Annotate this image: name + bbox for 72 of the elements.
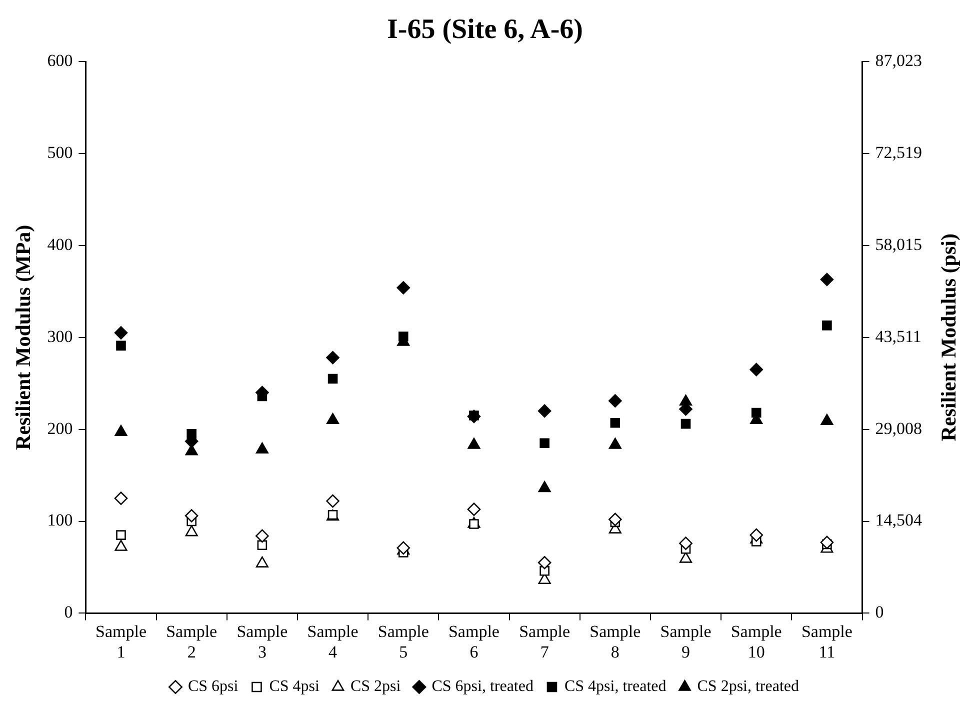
point bbox=[540, 438, 550, 448]
point bbox=[114, 492, 128, 505]
x-tick-label: Sample 4 bbox=[307, 622, 358, 662]
point bbox=[326, 494, 340, 508]
x-tick-label: Sample 9 bbox=[660, 622, 712, 662]
point bbox=[185, 525, 198, 536]
y-tick-label: 500 bbox=[47, 143, 73, 162]
point bbox=[116, 340, 126, 351]
point bbox=[679, 552, 692, 563]
legend-label: CS 6psi, treated bbox=[432, 678, 534, 696]
point bbox=[750, 362, 764, 376]
point bbox=[820, 536, 834, 550]
point bbox=[468, 438, 480, 449]
point bbox=[608, 394, 622, 408]
legend-label: CS 6psi bbox=[188, 678, 239, 696]
point bbox=[116, 530, 126, 540]
y-tick-label: 200 bbox=[47, 418, 73, 438]
y2-tick-label: 0 bbox=[875, 602, 884, 622]
point bbox=[822, 320, 832, 330]
x-tick-label: Sample 8 bbox=[590, 622, 641, 662]
point bbox=[184, 509, 198, 522]
y2-tick-label: 87,023 bbox=[875, 51, 922, 70]
point bbox=[538, 404, 552, 418]
y-axis-title: Resilient Modulus (MPa) bbox=[11, 224, 36, 450]
point bbox=[610, 418, 620, 428]
x-tick-label: Sample 6 bbox=[448, 622, 500, 662]
y-tick-label: 600 bbox=[47, 51, 73, 70]
point bbox=[820, 414, 834, 425]
point bbox=[326, 350, 340, 364]
point bbox=[538, 481, 551, 492]
point bbox=[467, 410, 481, 424]
point bbox=[326, 412, 340, 424]
y2-tick-label: 72,519 bbox=[875, 143, 922, 162]
y-tick-label: 100 bbox=[47, 510, 73, 530]
x-tick-label: Sample 10 bbox=[730, 622, 782, 662]
legend-label: CS 2psi bbox=[350, 678, 402, 696]
legend-label: CS 2psi, treated bbox=[697, 678, 800, 696]
point bbox=[256, 556, 268, 568]
y-tick-label: 0 bbox=[64, 602, 73, 622]
point bbox=[751, 408, 762, 418]
y2-tick-label: 29,008 bbox=[875, 418, 922, 438]
point bbox=[396, 281, 410, 294]
point bbox=[750, 528, 764, 542]
point bbox=[114, 424, 128, 436]
x-tick-label: Sample 1 bbox=[96, 622, 146, 662]
point bbox=[256, 442, 268, 454]
y-tick-label: 400 bbox=[47, 234, 73, 254]
legend-label: CS 4psi bbox=[269, 678, 320, 696]
point bbox=[114, 326, 128, 340]
point bbox=[538, 556, 552, 570]
x-tick-label: Sample 7 bbox=[519, 622, 570, 662]
chart-title: I-65 (Site 6, A-6) bbox=[387, 14, 583, 46]
point bbox=[820, 272, 834, 286]
legend-label: CS 4psi, treated bbox=[564, 678, 666, 696]
point bbox=[467, 502, 481, 516]
x-tick-label: Sample 5 bbox=[378, 622, 429, 662]
y2-tick-label: 14,504 bbox=[875, 510, 922, 530]
point bbox=[328, 374, 338, 384]
point bbox=[608, 438, 622, 449]
point bbox=[608, 512, 622, 526]
point bbox=[256, 529, 269, 543]
point bbox=[114, 540, 128, 551]
y2-tick-label: 43,511 bbox=[875, 326, 922, 346]
x-tick-label: Sample 3 bbox=[236, 622, 288, 662]
point bbox=[680, 418, 691, 429]
y2-tick-label: 58,015 bbox=[875, 234, 922, 254]
y2-axis-title: Resilient Modulus (psi) bbox=[936, 234, 960, 442]
point bbox=[398, 332, 408, 342]
point bbox=[679, 536, 692, 550]
y-tick-label: 300 bbox=[47, 326, 73, 346]
x-tick-label: Sample 2 bbox=[166, 622, 218, 662]
x-tick-label: Sample 11 bbox=[801, 622, 852, 662]
